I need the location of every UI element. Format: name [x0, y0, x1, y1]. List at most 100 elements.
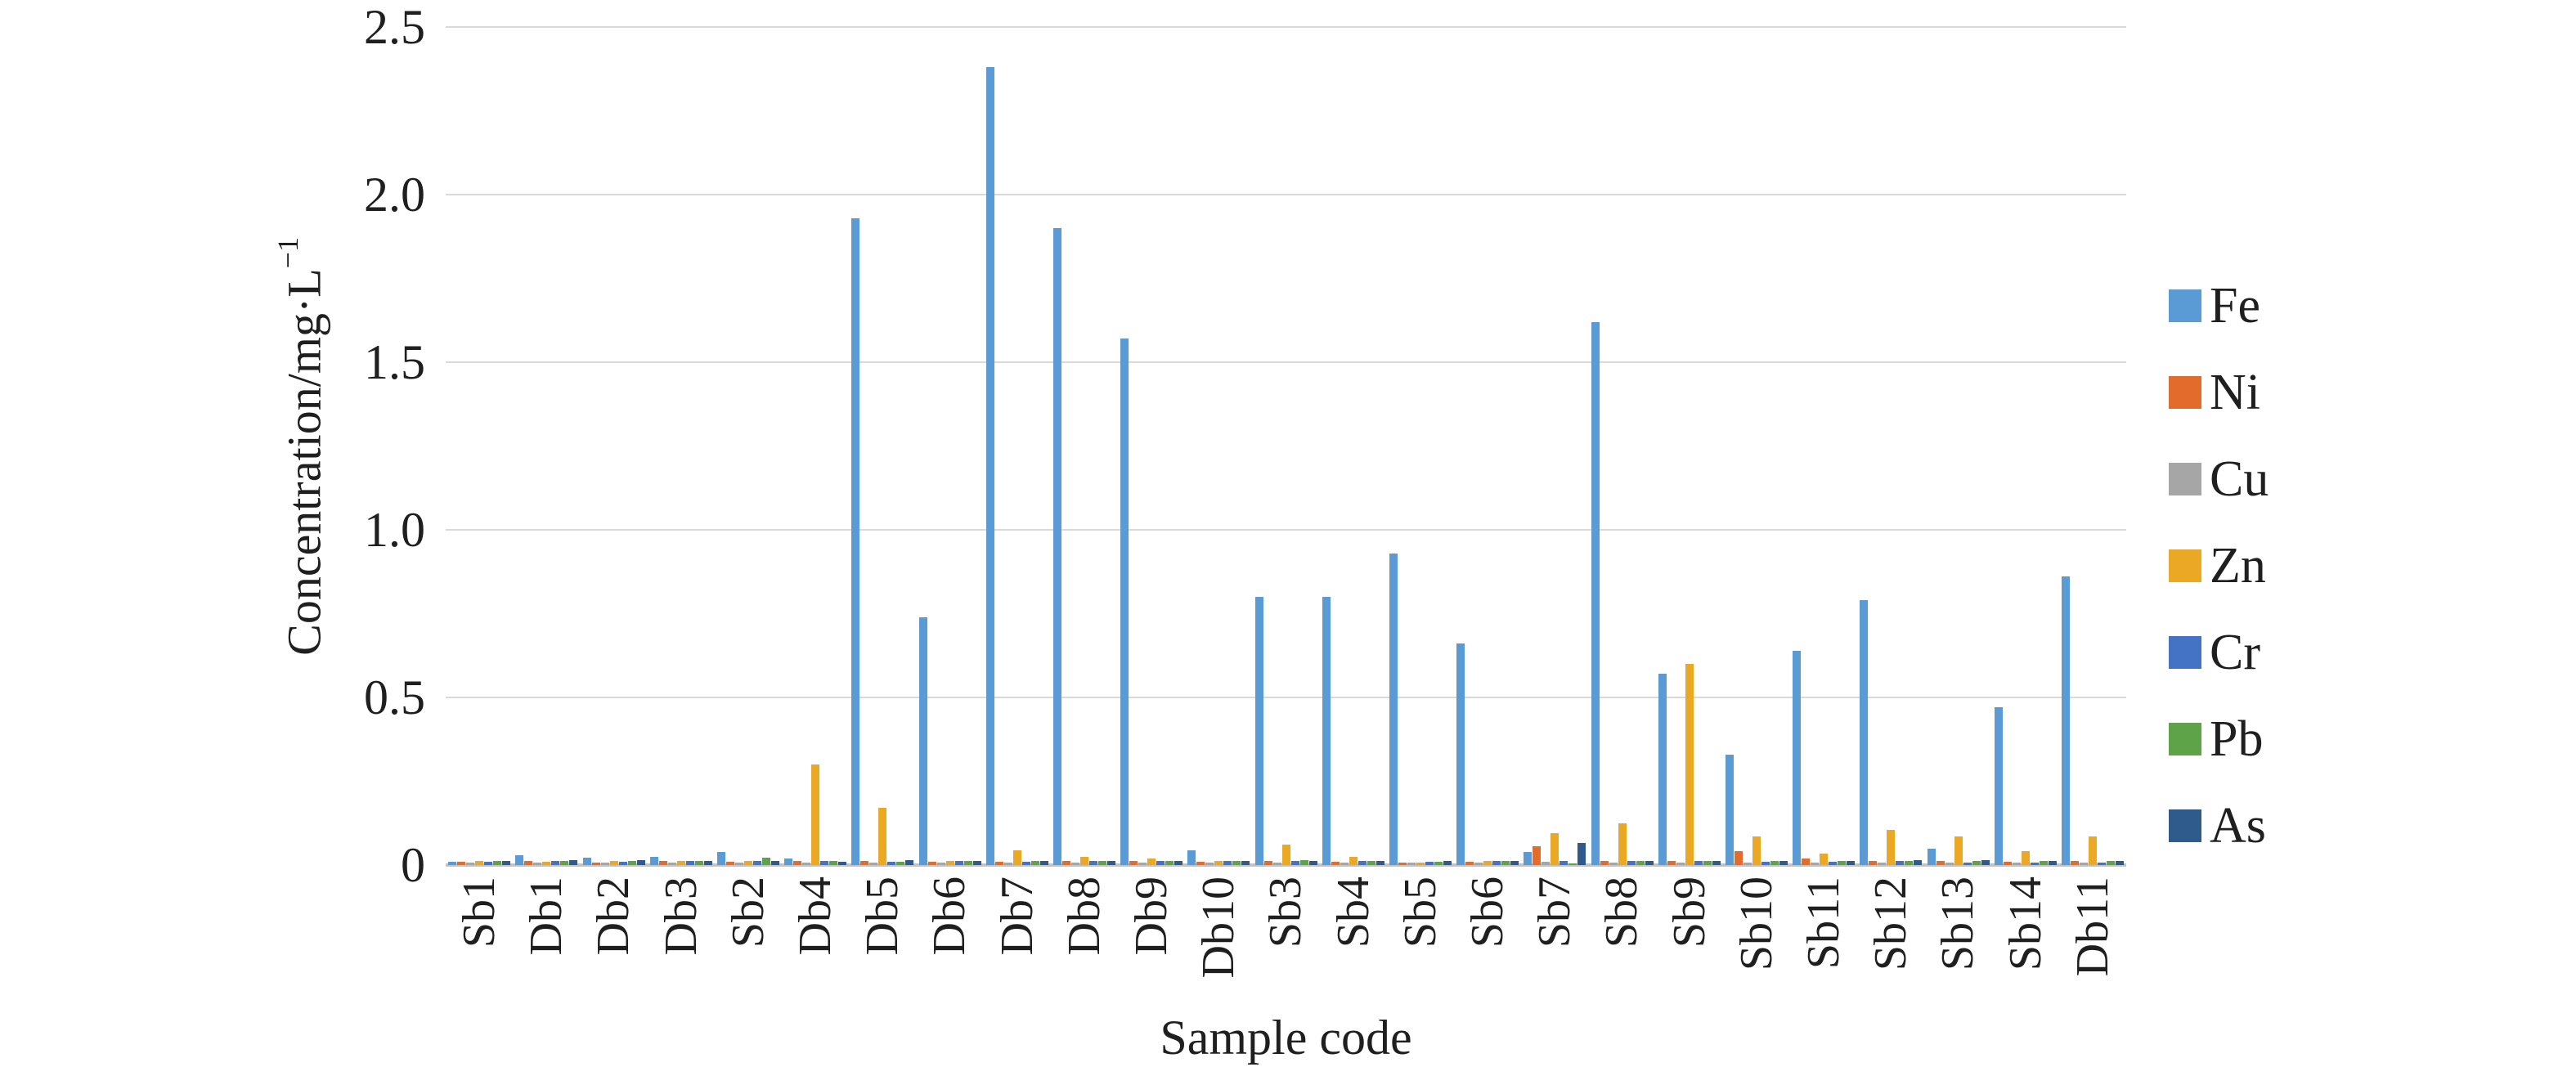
bar-fe-sb7: [1524, 851, 1533, 865]
bar-ni-db9: [1129, 861, 1138, 865]
bar-cu-db6: [936, 862, 945, 865]
bar-group-db4: [782, 27, 849, 865]
bar-cu-sb4: [1340, 862, 1349, 865]
bar-fe-sb12: [1860, 600, 1869, 865]
bar-cr-sb4: [1358, 861, 1367, 865]
bar-fe-sb4: [1322, 597, 1331, 865]
bar-ni-sb7: [1533, 846, 1542, 865]
bar-pb-db7: [1030, 861, 1039, 865]
bar-pb-db4: [829, 861, 838, 865]
bar-pb-db6: [963, 861, 972, 865]
gridline-1.5: [446, 361, 2126, 363]
legend-swatch-as: [2169, 809, 2201, 842]
bar-group-sb14: [1992, 27, 2059, 865]
x-tick-label-text: Db4: [790, 876, 841, 956]
y-axis-title: Concentration/mg·L−1: [260, 27, 342, 865]
x-tick-label-text: Sb14: [1999, 876, 2051, 971]
legend-item-zn: Zn: [2169, 540, 2269, 591]
legend-swatch-zn: [2169, 549, 2201, 582]
bar-group-sb1: [446, 27, 513, 865]
bar-pb-sb11: [1838, 861, 1847, 865]
x-axis-line: [446, 863, 2126, 867]
legend-swatch-cr: [2169, 636, 2201, 669]
bar-ni-db7: [994, 861, 1003, 865]
bar-cu-db10: [1205, 862, 1214, 865]
bar-as-sb5: [1443, 861, 1452, 865]
y-tick-label-0: 0: [401, 838, 425, 892]
bar-ni-sb3: [1263, 861, 1272, 865]
bar-as-db2: [636, 859, 645, 865]
bar-cu-sb12: [1878, 862, 1887, 865]
bar-cr-db4: [820, 861, 829, 865]
bar-zn-sb3: [1281, 845, 1290, 865]
bar-zn-sb8: [1618, 823, 1627, 865]
x-tick-label-text: Sb6: [1462, 876, 1514, 948]
bar-group-db9: [1118, 27, 1185, 865]
bar-fe-db7: [985, 67, 994, 865]
bar-ni-db1: [524, 861, 533, 865]
bar-cu-db7: [1003, 862, 1012, 865]
bar-group-sb12: [1857, 27, 1924, 865]
x-tick-label-text: Sb8: [1596, 876, 1648, 948]
bar-cu-db3: [667, 862, 676, 865]
x-tick-label-text: Db7: [991, 876, 1043, 956]
bar-as-sb8: [1645, 861, 1654, 865]
bar-cr-db2: [618, 861, 627, 865]
bar-as-db7: [1039, 861, 1048, 865]
bar-cr-sb11: [1829, 861, 1838, 865]
bar-cu-sb14: [2012, 862, 2021, 865]
bar-ni-db6: [927, 861, 936, 865]
y-tick-label-2.5: 2.5: [364, 0, 425, 54]
bar-group-db1: [513, 27, 580, 865]
bar-cr-db5: [887, 861, 896, 865]
bar-zn-sb12: [1887, 829, 1896, 865]
bar-group-sb13: [1924, 27, 1991, 865]
legend-swatch-cu: [2169, 463, 2201, 495]
legend-label-cu: Cu: [2210, 451, 2269, 507]
bar-cr-sb14: [2030, 862, 2039, 865]
bar-cu-db8: [1070, 862, 1079, 865]
legend-swatch-pb: [2169, 723, 2201, 755]
bar-as-db11: [2115, 861, 2124, 865]
bar-ni-db5: [860, 861, 869, 865]
bar-as-sb10: [1779, 861, 1788, 865]
y-tick-label-0.5: 0.5: [364, 670, 425, 724]
legend-swatch-ni: [2169, 376, 2201, 409]
bar-ni-sb1: [457, 861, 466, 865]
bar-group-sb11: [1790, 27, 1857, 865]
bar-zn-db3: [676, 861, 685, 865]
bar-cr-db8: [1088, 861, 1097, 865]
x-tick-label-text: Db2: [588, 876, 640, 956]
bar-fe-sb5: [1389, 553, 1398, 865]
bar-cr-db3: [685, 861, 694, 865]
y-tick-label-1.0: 1.0: [364, 503, 425, 557]
bar-zn-db9: [1147, 858, 1156, 865]
bar-pb-sb14: [2039, 861, 2048, 865]
bar-zn-db7: [1012, 850, 1021, 865]
bar-pb-sb1: [493, 861, 502, 865]
bar-cu-sb13: [1945, 862, 1954, 865]
bar-zn-sb5: [1416, 862, 1425, 865]
bar-zn-sb10: [1752, 836, 1761, 865]
bar-cu-sb1: [466, 862, 475, 865]
legend-item-pb: Pb: [2169, 711, 2269, 767]
bar-pb-sb5: [1434, 861, 1443, 865]
bar-as-db4: [838, 861, 847, 865]
bar-cu-sb3: [1272, 862, 1281, 865]
bar-pb-db3: [694, 861, 703, 865]
bar-group-sb5: [1387, 27, 1454, 865]
bar-ni-sb2: [725, 861, 734, 865]
x-tick-label-text: Db8: [1058, 876, 1110, 956]
bar-pb-sb10: [1770, 861, 1779, 865]
bar-fe-sb14: [1994, 707, 2003, 865]
bar-group-sb6: [1454, 27, 1521, 865]
bar-as-sb12: [1914, 859, 1923, 865]
bar-ni-db4: [793, 861, 802, 865]
legend-label-pb: Pb: [2210, 711, 2264, 767]
bar-cu-db2: [600, 862, 609, 865]
bar-as-sb9: [1712, 861, 1721, 865]
bar-fe-sb8: [1591, 321, 1600, 865]
bar-as-db8: [1106, 861, 1115, 865]
bar-fe-sb3: [1254, 597, 1263, 865]
